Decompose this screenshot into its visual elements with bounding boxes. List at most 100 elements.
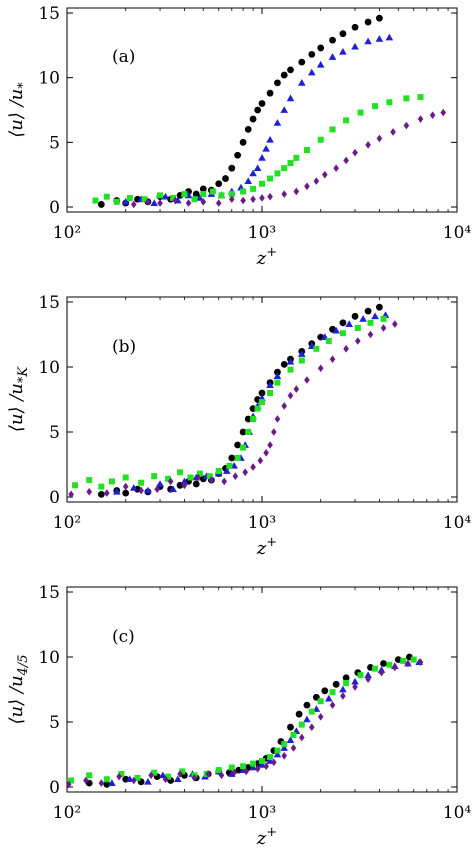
data-point — [352, 683, 358, 691]
data-point — [329, 126, 336, 133]
data-point — [390, 128, 396, 136]
data-point — [403, 95, 410, 102]
data-point — [231, 768, 237, 777]
x-tick-label: 10³ — [248, 223, 276, 243]
data-point — [226, 462, 233, 469]
y-axis-label: ⟨u⟩ /u*K — [6, 366, 31, 433]
data-point — [317, 44, 325, 52]
data-point — [357, 672, 364, 679]
data-point — [113, 198, 120, 205]
data-point — [298, 357, 305, 364]
data-point — [303, 715, 311, 723]
data-point — [359, 315, 367, 322]
data-point — [293, 385, 300, 393]
data-point — [108, 779, 116, 786]
data-point — [364, 18, 372, 26]
data-point — [281, 752, 288, 760]
data-point — [108, 478, 115, 485]
data-point — [394, 656, 402, 663]
data-point — [295, 710, 303, 718]
data-point — [342, 674, 350, 682]
data-point — [215, 180, 223, 188]
panel-b: 10² 10³ 10⁴ 0 5 10 15 (b) z+ ⟨u⟩ /u*K — [6, 293, 471, 559]
data-point — [266, 381, 274, 389]
data-point — [385, 33, 394, 41]
data-point — [354, 325, 361, 331]
data-point — [298, 350, 306, 357]
data-point — [259, 399, 265, 406]
data-point — [192, 480, 200, 488]
data-point — [280, 744, 289, 751]
data-point — [177, 770, 183, 778]
data-point — [376, 14, 383, 22]
data-point — [92, 197, 99, 204]
data-point — [250, 195, 256, 204]
data-point — [281, 402, 288, 410]
panel-label: (b) — [112, 337, 136, 357]
data-point — [273, 372, 282, 379]
data-point — [154, 485, 160, 493]
data-point — [240, 444, 247, 451]
data-point — [259, 180, 265, 187]
data-point — [281, 741, 288, 748]
data-point — [372, 103, 379, 110]
data-point — [228, 164, 236, 172]
data-point — [234, 151, 242, 159]
data-point — [273, 750, 282, 758]
data-point — [254, 765, 261, 773]
data-point — [126, 194, 133, 201]
data-point — [343, 680, 350, 686]
data-point — [267, 192, 273, 201]
x-tick-label: 10² — [53, 513, 81, 533]
data-point — [378, 668, 385, 677]
data-point — [170, 194, 177, 201]
data-point — [386, 661, 393, 668]
y-tick-label: 5 — [49, 423, 60, 443]
data-point — [97, 491, 105, 498]
series-diamond — [68, 320, 398, 499]
series-square — [92, 94, 424, 205]
x-axis-label: z+ — [256, 825, 277, 849]
data-point — [259, 194, 265, 202]
data-point — [196, 194, 204, 201]
data-point — [185, 199, 192, 207]
data-point — [98, 483, 105, 490]
data-point — [98, 779, 105, 787]
data-point — [328, 53, 337, 60]
data-point — [317, 698, 324, 705]
data-point — [298, 58, 306, 66]
data-point — [228, 191, 235, 198]
data-point — [313, 177, 320, 185]
data-point — [240, 763, 247, 770]
data-point — [200, 198, 207, 206]
data-point — [243, 767, 250, 776]
data-point — [372, 665, 379, 672]
data-point — [380, 324, 387, 332]
data-point — [386, 99, 393, 106]
series-diamond — [67, 658, 424, 789]
data-point — [257, 456, 264, 465]
data-point — [244, 177, 253, 184]
data-point — [196, 470, 203, 477]
data-point — [307, 68, 316, 76]
data-point — [244, 415, 252, 423]
data-point — [180, 477, 189, 485]
data-point — [351, 42, 359, 50]
data-point — [287, 160, 294, 167]
data-point — [367, 319, 374, 326]
data-point — [165, 773, 172, 780]
data-point — [280, 71, 288, 79]
data-point — [345, 320, 353, 327]
y-axis-label: ⟨u⟩ /u* — [6, 82, 31, 138]
data-point — [290, 744, 297, 752]
data-point — [121, 198, 130, 205]
data-point — [250, 760, 257, 767]
data-point — [304, 376, 310, 384]
data-point — [405, 659, 411, 668]
data-point — [351, 23, 359, 31]
data-point — [329, 36, 336, 44]
data-point — [239, 138, 247, 146]
data-point — [299, 733, 305, 742]
data-point — [392, 663, 398, 672]
data-point — [103, 193, 110, 200]
